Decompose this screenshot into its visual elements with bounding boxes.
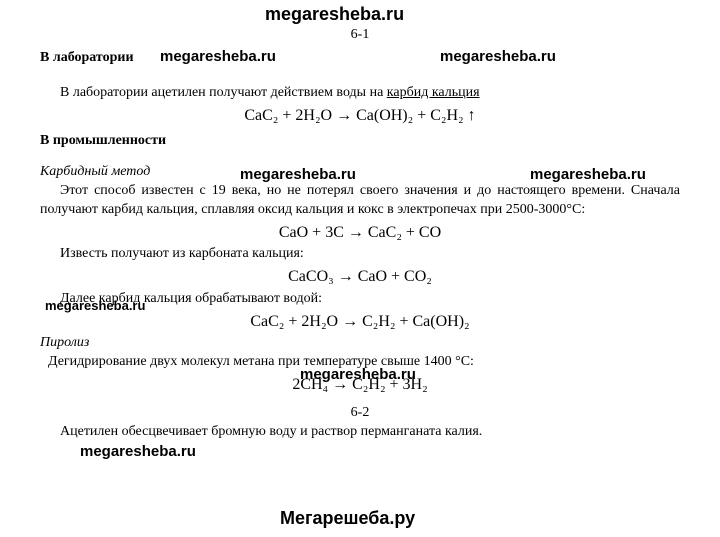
acetylene-text: Ацетилен обесцвечивает бромную воду и ра… (40, 423, 680, 442)
document-page: 6-1 В лаборатории В лаборатории ацетилен… (0, 0, 720, 450)
equation-cao: CaO + 3C → CaC₂ + CO (40, 222, 680, 244)
section-number-2: 6-2 (40, 404, 680, 423)
equation-ch4: 2CH₄ → C₂H₂ + 3H₂ (40, 374, 680, 396)
method-carbide-heading: Карбидный метод (40, 164, 150, 179)
lab-text-underline: карбид кальция (387, 85, 480, 100)
lab-text-part1: В лаборатории ацетилен получают действие… (60, 85, 387, 100)
lime-text: Известь получают из карбоната кальция: (40, 245, 680, 264)
lab-sentence: В лаборатории ацетилен получают действие… (40, 84, 680, 103)
equation-lab: CaC₂ + 2H₂O → Ca(OH)₂ + C₂H₂ ↑ (40, 105, 680, 127)
next-text: Далее карбид кальция обрабатывают водой: (40, 290, 680, 309)
equation-cac2: CaC₂ + 2H₂O → C₂H₂ + Ca(OH)₂ (40, 311, 680, 333)
section-number-1: 6-1 (40, 26, 680, 45)
watermark-bottom: Мегарешеба.ру (280, 508, 415, 529)
pyrolysis-text: Дегидрирование двух молекул метана при т… (40, 353, 680, 372)
equation-caco3: CaCO₃ → CaO + CO₂ (40, 266, 680, 288)
heading-industry: В промышленности (40, 133, 166, 148)
carbide-paragraph: Этот способ известен с 19 века, но не по… (40, 182, 680, 220)
heading-laboratory: В лаборатории (40, 50, 134, 65)
method-pyrolysis-heading: Пиролиз (40, 335, 89, 350)
